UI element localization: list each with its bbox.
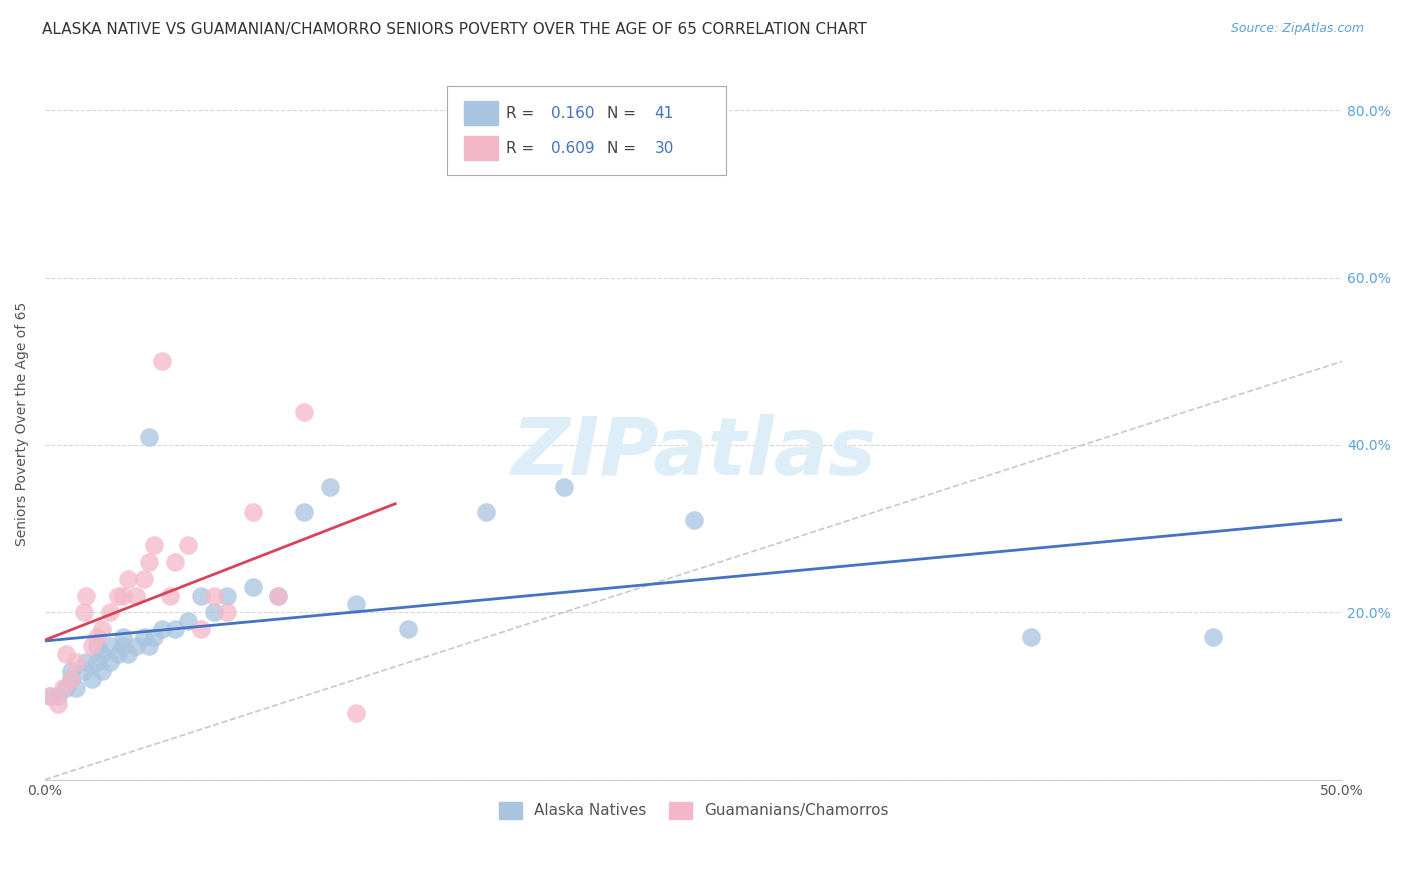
Point bbox=[76, 656, 98, 670]
Point bbox=[86, 656, 108, 670]
Point bbox=[682, 513, 704, 527]
Point bbox=[190, 622, 212, 636]
Point bbox=[65, 681, 87, 695]
Point bbox=[80, 672, 103, 686]
Text: R =: R = bbox=[506, 141, 538, 156]
Point bbox=[46, 689, 69, 703]
Text: 30: 30 bbox=[655, 141, 673, 156]
Point bbox=[176, 538, 198, 552]
Point bbox=[344, 597, 367, 611]
Point bbox=[46, 698, 69, 712]
Point bbox=[55, 681, 77, 695]
Point bbox=[107, 589, 129, 603]
Point bbox=[132, 572, 155, 586]
Point bbox=[117, 572, 139, 586]
Point bbox=[86, 639, 108, 653]
Point bbox=[59, 664, 82, 678]
Point bbox=[1019, 631, 1042, 645]
Point bbox=[267, 589, 290, 603]
FancyBboxPatch shape bbox=[447, 87, 725, 175]
Point bbox=[73, 664, 96, 678]
Point bbox=[150, 622, 173, 636]
Point bbox=[111, 631, 134, 645]
Point bbox=[39, 689, 62, 703]
Point bbox=[242, 505, 264, 519]
Point bbox=[202, 605, 225, 619]
Point bbox=[80, 639, 103, 653]
Point bbox=[98, 656, 121, 670]
Text: ZIPatlas: ZIPatlas bbox=[512, 414, 876, 491]
Text: 41: 41 bbox=[655, 106, 673, 120]
Point bbox=[138, 639, 160, 653]
Point bbox=[344, 706, 367, 720]
Point bbox=[215, 605, 238, 619]
Point bbox=[176, 614, 198, 628]
Point bbox=[1201, 631, 1223, 645]
Text: N =: N = bbox=[607, 141, 641, 156]
Point bbox=[111, 589, 134, 603]
FancyBboxPatch shape bbox=[464, 101, 498, 126]
Point bbox=[150, 354, 173, 368]
Point bbox=[142, 538, 165, 552]
Point bbox=[59, 672, 82, 686]
Text: R =: R = bbox=[506, 106, 538, 120]
Point bbox=[107, 647, 129, 661]
Point bbox=[163, 622, 186, 636]
Point bbox=[163, 555, 186, 569]
Point bbox=[190, 589, 212, 603]
Point bbox=[475, 505, 498, 519]
Point bbox=[59, 672, 82, 686]
Point bbox=[73, 605, 96, 619]
Point bbox=[111, 639, 134, 653]
Point bbox=[91, 664, 114, 678]
Point bbox=[39, 689, 62, 703]
Text: Source: ZipAtlas.com: Source: ZipAtlas.com bbox=[1230, 22, 1364, 36]
Y-axis label: Seniors Poverty Over the Age of 65: Seniors Poverty Over the Age of 65 bbox=[15, 301, 30, 546]
Point bbox=[242, 580, 264, 594]
Point bbox=[98, 639, 121, 653]
Point bbox=[65, 656, 87, 670]
Point bbox=[132, 631, 155, 645]
Point bbox=[215, 589, 238, 603]
FancyBboxPatch shape bbox=[464, 136, 498, 161]
Point bbox=[138, 429, 160, 443]
Text: 0.609: 0.609 bbox=[551, 141, 595, 156]
Point bbox=[159, 589, 181, 603]
Point bbox=[319, 480, 342, 494]
Point bbox=[91, 622, 114, 636]
Point bbox=[52, 681, 75, 695]
Point bbox=[98, 605, 121, 619]
Point bbox=[202, 589, 225, 603]
Point bbox=[125, 589, 148, 603]
Point bbox=[55, 647, 77, 661]
Point bbox=[86, 631, 108, 645]
Point bbox=[138, 555, 160, 569]
Point bbox=[294, 404, 316, 418]
Point bbox=[142, 631, 165, 645]
Point bbox=[396, 622, 419, 636]
Point bbox=[76, 589, 98, 603]
Point bbox=[267, 589, 290, 603]
Text: N =: N = bbox=[607, 106, 641, 120]
Point bbox=[553, 480, 575, 494]
Text: 0.160: 0.160 bbox=[551, 106, 595, 120]
Legend: Alaska Natives, Guamanians/Chamorros: Alaska Natives, Guamanians/Chamorros bbox=[492, 796, 894, 825]
Point bbox=[294, 505, 316, 519]
Text: ALASKA NATIVE VS GUAMANIAN/CHAMORRO SENIORS POVERTY OVER THE AGE OF 65 CORRELATI: ALASKA NATIVE VS GUAMANIAN/CHAMORRO SENI… bbox=[42, 22, 868, 37]
Point bbox=[91, 647, 114, 661]
Point bbox=[125, 639, 148, 653]
Point bbox=[117, 647, 139, 661]
